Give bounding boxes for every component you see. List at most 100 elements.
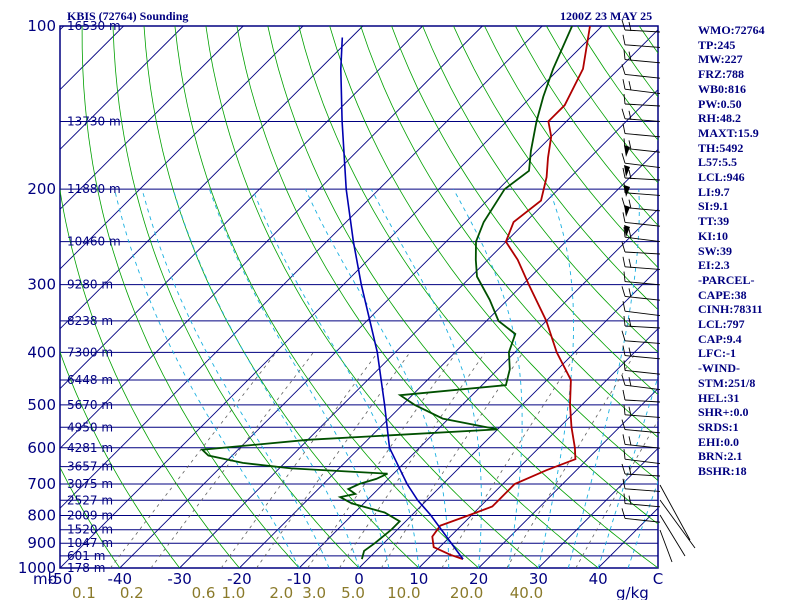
height-label: 16530 m	[67, 19, 121, 33]
moist-adiabat-line	[597, 375, 658, 568]
mixing-ratio-tick-label: 40.0	[510, 584, 543, 600]
wind-barb-staff	[624, 133, 661, 138]
mixing-ratio-tick-label: 10.0	[387, 584, 420, 600]
dry-adiabat-line	[112, 26, 360, 568]
mixing-ratio-line	[307, 352, 457, 568]
moist-adiabat-line	[172, 189, 360, 568]
pressure-tick-label: 800	[27, 506, 56, 524]
wind-barb-staff	[624, 369, 661, 375]
wind-barb-feather	[628, 347, 632, 357]
wind-barb-feather	[623, 271, 626, 282]
temperature-tick-label: -10	[287, 570, 312, 588]
wind-barb-staff	[624, 488, 661, 492]
dry-adiabat-line	[236, 26, 599, 568]
wind-barb-feather	[621, 330, 626, 341]
wind-barb-staff	[624, 517, 661, 523]
isotherm-line	[60, 26, 304, 270]
wind-barb-feather	[622, 212, 626, 223]
sounding-index-item: PW:0.50	[698, 96, 742, 111]
pressure-tick-label: 300	[27, 276, 56, 294]
surface-wind-barb	[659, 514, 686, 557]
wind-barb-feather	[622, 434, 626, 445]
sounding-index-item: STM:251/8	[698, 375, 756, 390]
wind-barb-feather	[621, 19, 626, 31]
wind-barb-feather	[622, 34, 626, 45]
wind-barb-feather	[628, 81, 632, 91]
sounding-index-item: CINH:78311	[698, 302, 763, 317]
moist-adiabat-line	[208, 189, 390, 568]
temperature-tick-label: 30	[529, 570, 548, 588]
wind-barb-pennant	[624, 145, 630, 157]
wind-barb-feather	[623, 93, 626, 105]
height-label: 2009 m	[67, 508, 113, 522]
mixing-ratio-line	[506, 352, 637, 568]
isotherm-line	[60, 26, 423, 390]
mixing-ratio-line	[575, 419, 658, 568]
wind-barb-feather	[621, 108, 626, 119]
dry-adiabat-line	[60, 187, 240, 568]
mixing-ratio-tick-label: 1.0	[221, 584, 245, 600]
wind-barb-staff	[624, 103, 661, 107]
sounding-index-item: CAP:9.4	[698, 331, 742, 346]
mixing-ratio-line	[380, 352, 524, 568]
wind-barb-staff	[624, 44, 661, 48]
wind-barb-feather	[628, 406, 632, 416]
sounding-index-item: MAXT:15.9	[698, 125, 759, 140]
temperature-tick-label: 20	[469, 570, 488, 588]
wind-barb-staff	[624, 310, 661, 317]
sounding-index-item: MW:227	[698, 52, 743, 67]
dry-adiabat-line	[329, 26, 658, 481]
height-label: 13730 m	[67, 114, 121, 128]
wind-barb-feather	[628, 377, 632, 387]
wind-barb-staff	[624, 221, 661, 227]
sounding-index-item: WMO:72764	[698, 23, 765, 37]
wind-barb-feather	[622, 123, 626, 134]
wind-barb-feather	[622, 301, 626, 312]
height-label: 4281 m	[67, 441, 113, 455]
wind-barb-feather	[621, 463, 626, 475]
wind-barb-staff	[624, 399, 661, 403]
surface-wind-barb	[659, 529, 673, 563]
pressure-tick-label: 500	[27, 396, 56, 414]
isotherm-line	[538, 447, 658, 568]
dry-adiabat-line	[205, 26, 539, 568]
mixing-ratio-unit: g/kg	[616, 584, 649, 600]
station-title: KBIS (72764) Sounding	[67, 9, 188, 23]
wind-barb-feather	[622, 389, 626, 401]
wind-barb-feather	[623, 227, 626, 238]
height-label: 11880 m	[67, 182, 121, 196]
wind-barb-pennant	[624, 185, 630, 197]
temperature-tick-label: 0	[354, 570, 364, 588]
height-label: 3657 m	[67, 460, 113, 474]
dry-adiabat-line	[391, 26, 658, 396]
dry-adiabat-line	[360, 26, 658, 438]
pressure-tick-label: 200	[27, 180, 56, 198]
wind-barb-staff	[624, 429, 661, 434]
wind-barb-staff	[624, 458, 661, 465]
isotherm-line	[60, 26, 364, 330]
wind-barb-feather	[623, 449, 626, 460]
wind-barb-feather	[628, 465, 632, 476]
wind-barb-feather	[628, 199, 632, 209]
moist-adiabat-line	[370, 188, 482, 568]
sounding-index-item: L57:5.5	[698, 155, 737, 170]
wind-barb-staff	[624, 281, 661, 286]
height-label: 7300 m	[67, 345, 113, 359]
mixing-ratio-tick-label: 0.2	[120, 584, 144, 600]
moist-adiabat-line	[252, 189, 420, 568]
wind-barb-staff	[624, 73, 661, 79]
wind-barb-feather	[623, 404, 626, 415]
sounding-index-item: SW:39	[698, 243, 733, 258]
temperature-profile-line	[431, 26, 591, 560]
pressure-tick-label: 400	[27, 343, 56, 361]
height-label: 178 m	[67, 561, 105, 575]
dry-adiabat-line	[453, 26, 658, 311]
moist-adiabat-line	[114, 189, 300, 568]
isotherm-line	[179, 88, 658, 568]
wind-barb-feather	[628, 436, 632, 446]
mixing-ratio-tick-label: 0.6	[192, 584, 216, 600]
isotherm-line	[60, 26, 483, 450]
temperature-tick-label: 40	[589, 570, 608, 588]
